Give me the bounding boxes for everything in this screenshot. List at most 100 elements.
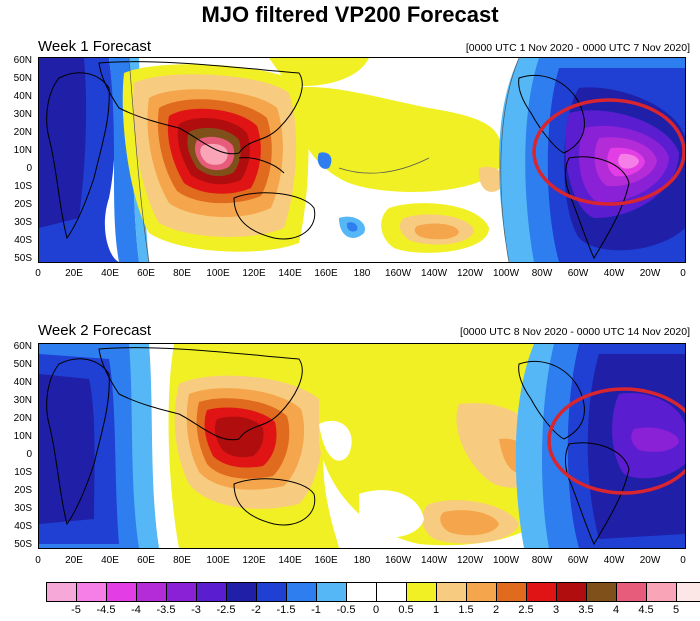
colorbar-swatch	[437, 583, 467, 601]
lon-tick: 100W	[492, 268, 520, 279]
lon-tick: 20W	[639, 268, 661, 279]
lon-tick: 100E	[206, 555, 230, 566]
lon-tick: 140W	[420, 555, 448, 566]
lat-tick: 10N	[13, 431, 32, 442]
colorbar-label: -4	[131, 604, 141, 616]
colorbar	[46, 582, 700, 602]
lon-tick: 120E	[242, 555, 266, 566]
lon-tick: 60E	[137, 268, 155, 279]
lat-tick: 40S	[14, 521, 32, 532]
lon-tick: 0	[35, 555, 41, 566]
lat-tick: 10S	[14, 181, 32, 192]
lon-tick: 60W	[567, 555, 589, 566]
lat-tick: 10N	[13, 145, 32, 156]
colorbar-swatch	[137, 583, 167, 601]
colorbar-label: -1	[311, 604, 321, 616]
colorbar-label: -5	[71, 604, 81, 616]
lat-tick: 60N	[13, 55, 32, 66]
colorbar-label: 1	[432, 604, 440, 616]
lon-tick: 160E	[314, 268, 338, 279]
lon-tick: 40E	[101, 268, 119, 279]
lon-tick: 120E	[242, 268, 266, 279]
lon-tick: 80W	[531, 555, 553, 566]
colorbar-swatch	[527, 583, 557, 601]
colorbar-swatch	[677, 583, 700, 601]
lon-tick: 120W	[456, 555, 484, 566]
lon-tick: 80E	[173, 268, 191, 279]
colorbar-label: -2.5	[216, 604, 236, 616]
page-title: MJO filtered VP200 Forecast	[201, 2, 499, 27]
colorbar-swatch	[77, 583, 107, 601]
lat-tick: 0	[26, 163, 32, 174]
colorbar-label: -3.5	[156, 604, 176, 616]
lon-tick: 20W	[639, 555, 661, 566]
lon-tick: 140W	[420, 268, 448, 279]
colorbar-swatch	[347, 583, 377, 601]
lon-tick: 20E	[65, 268, 83, 279]
colorbar-swatch	[317, 583, 347, 601]
week2-map	[38, 343, 686, 549]
lon-tick: 60E	[137, 555, 155, 566]
colorbar-swatch	[497, 583, 527, 601]
colorbar-label: 1.5	[458, 604, 474, 616]
colorbar-label: 2	[492, 604, 500, 616]
lat-tick: 60N	[13, 341, 32, 352]
lat-tick: 50N	[13, 73, 32, 84]
lon-tick: 40W	[603, 555, 625, 566]
lon-tick: 160W	[384, 268, 412, 279]
lat-tick: 30N	[13, 395, 32, 406]
colorbar-label: -1.5	[276, 604, 296, 616]
lon-tick: 40E	[101, 555, 119, 566]
week1-date-range: [0000 UTC 1 Nov 2020 - 0000 UTC 7 Nov 20…	[465, 42, 690, 54]
lat-tick: 50S	[14, 253, 32, 264]
lat-tick: 40N	[13, 377, 32, 388]
colorbar-swatch	[167, 583, 197, 601]
colorbar-swatch	[47, 583, 77, 601]
lon-tick: 160W	[384, 555, 412, 566]
lat-tick: 20S	[14, 485, 32, 496]
colorbar-swatch	[557, 583, 587, 601]
week1-red-ellipse	[532, 98, 685, 206]
colorbar-label: 3.5	[578, 604, 594, 616]
lon-tick: 0	[680, 268, 686, 279]
colorbar-label: 0.5	[398, 604, 414, 616]
colorbar-swatch	[617, 583, 647, 601]
week2-title: Week 2 Forecast	[38, 322, 152, 339]
colorbar-label: 4	[612, 604, 620, 616]
colorbar-swatch	[407, 583, 437, 601]
lat-tick: 50N	[13, 359, 32, 370]
colorbar-swatch	[227, 583, 257, 601]
week1-map	[38, 57, 686, 263]
lat-tick: 50S	[14, 539, 32, 550]
colorbar-label: 3	[552, 604, 560, 616]
colorbar-label: 2.5	[518, 604, 534, 616]
lat-tick: 30N	[13, 109, 32, 120]
lon-tick: 40W	[603, 268, 625, 279]
lon-tick: 120W	[456, 268, 484, 279]
lon-tick: 160E	[314, 555, 338, 566]
colorbar-swatch	[467, 583, 497, 601]
colorbar-swatch	[647, 583, 677, 601]
lon-tick: 0	[35, 268, 41, 279]
week2-date-range: [0000 UTC 8 Nov 2020 - 0000 UTC 14 Nov 2…	[460, 326, 690, 338]
colorbar-label: 5	[672, 604, 680, 616]
lon-tick: 140E	[278, 555, 302, 566]
lon-tick: 180	[353, 555, 371, 566]
colorbar-label: -4.5	[96, 604, 116, 616]
colorbar-swatch	[197, 583, 227, 601]
lat-tick: 40S	[14, 235, 32, 246]
colorbar-label: 4.5	[638, 604, 654, 616]
lat-tick: 0	[26, 449, 32, 460]
lat-tick: 30S	[14, 217, 32, 228]
lon-tick: 180	[353, 268, 371, 279]
colorbar-swatch	[587, 583, 617, 601]
colorbar-label: 0	[372, 604, 380, 616]
lat-tick: 20N	[13, 413, 32, 424]
colorbar-label: -3	[191, 604, 201, 616]
lon-tick: 60W	[567, 268, 589, 279]
lat-tick: 20S	[14, 199, 32, 210]
colorbar-swatch	[257, 583, 287, 601]
colorbar-swatch	[107, 583, 137, 601]
lat-tick: 30S	[14, 503, 32, 514]
lon-tick: 0	[680, 555, 686, 566]
